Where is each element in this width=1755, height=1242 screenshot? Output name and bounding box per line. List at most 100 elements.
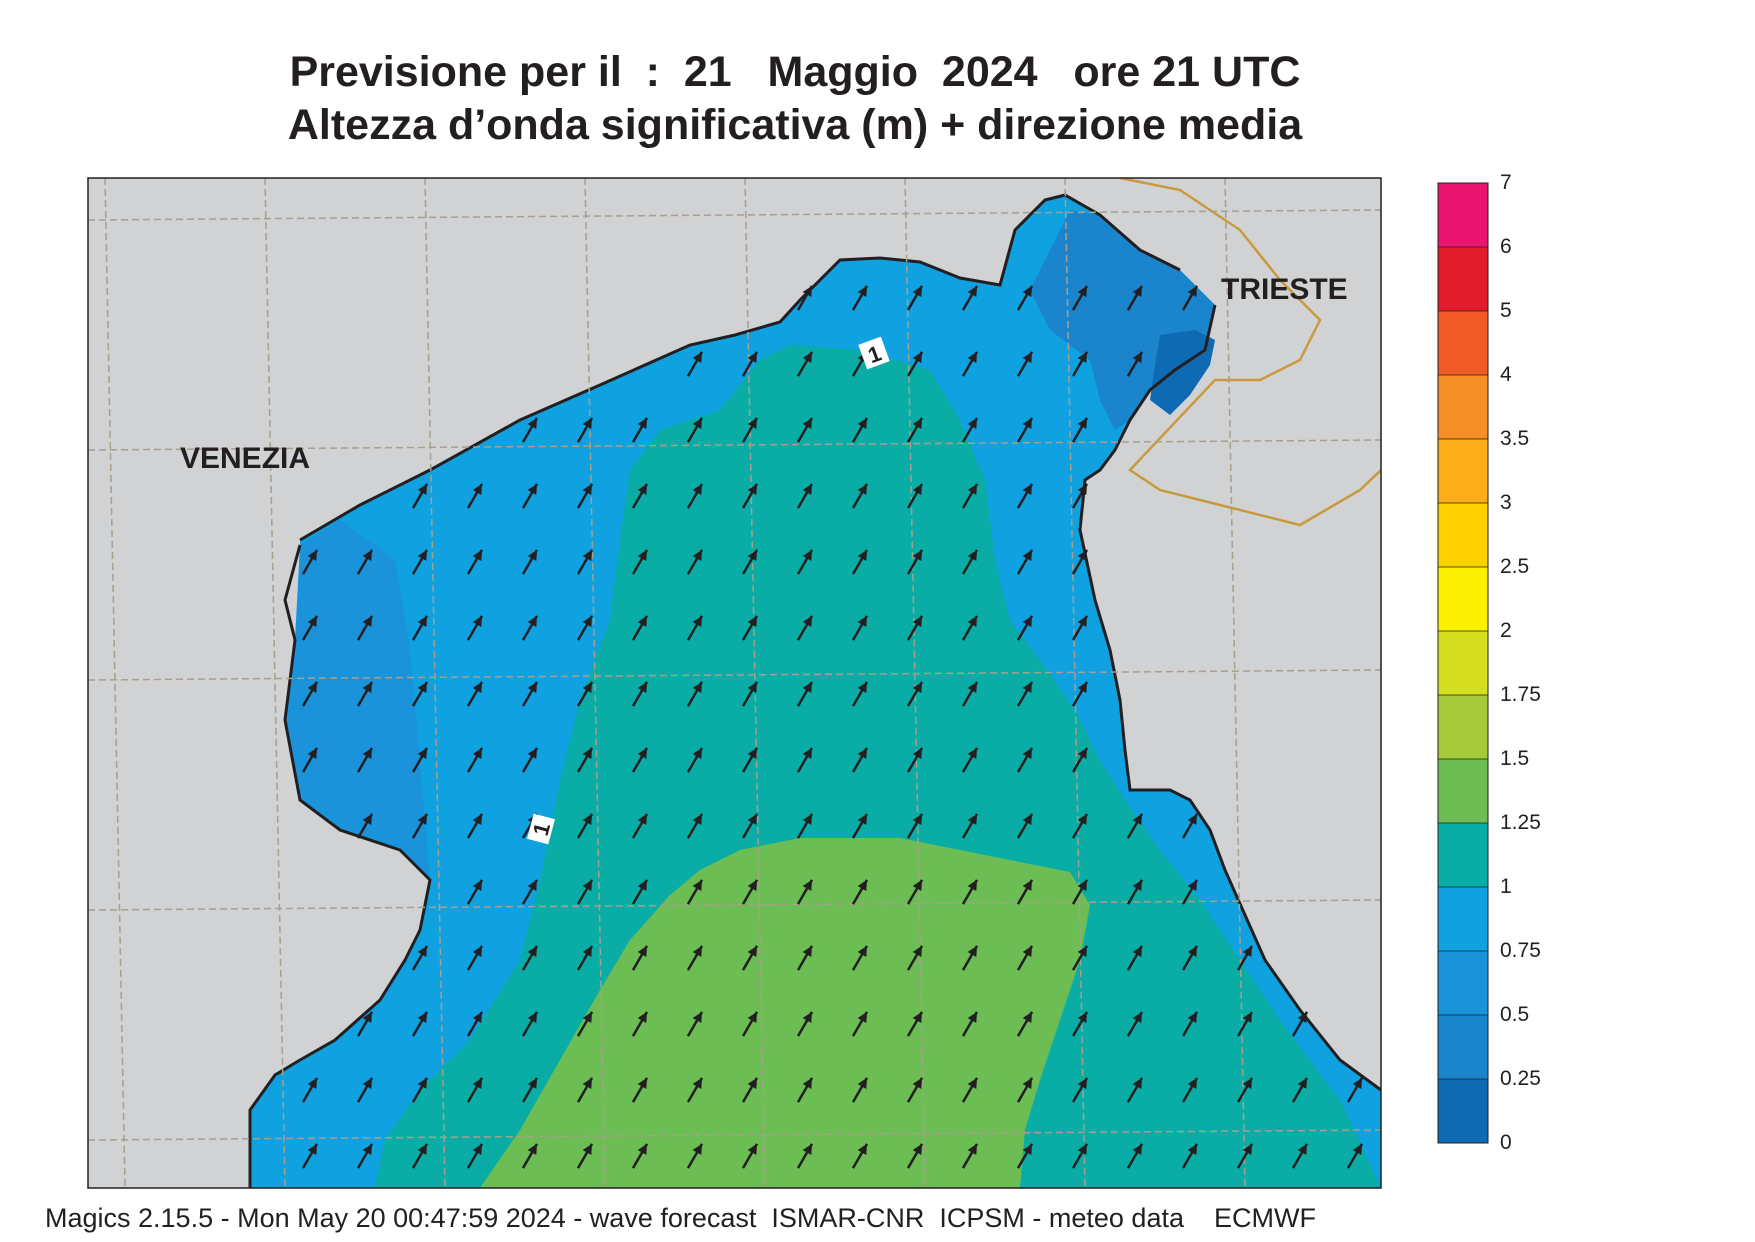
wave-direction-arrow	[851, 879, 869, 905]
colorbar-swatch	[1438, 887, 1488, 952]
wave-direction-arrow	[741, 1143, 759, 1169]
wave-direction-arrow	[1236, 1143, 1254, 1169]
wave-direction-arrow	[961, 285, 979, 311]
wave-direction-arrow	[631, 1011, 649, 1037]
wave-direction-arrow	[796, 879, 814, 905]
grid-meridian	[104, 178, 126, 1188]
wave-direction-arrow	[961, 549, 979, 575]
wave-direction-arrow	[741, 813, 759, 839]
wave-direction-arrow	[1126, 945, 1144, 971]
wave-direction-arrow	[686, 1143, 704, 1169]
footer-credits: Magics 2.15.5 - Mon May 20 00:47:59 2024…	[45, 1203, 1316, 1233]
wave-direction-arrow	[1126, 285, 1144, 311]
grid-meridian	[904, 178, 926, 1188]
wave-direction-arrow	[906, 945, 924, 971]
wave-direction-arrow	[1016, 747, 1034, 773]
colorbar-swatch	[1438, 567, 1488, 632]
wave-direction-arrow	[1126, 1077, 1144, 1103]
wave-direction-arrow	[1126, 351, 1144, 377]
wave-direction-arrow	[356, 549, 374, 575]
grid-parallel	[88, 899, 1381, 911]
wave-direction-arrow	[1016, 1011, 1034, 1037]
wave-direction-arrow	[1236, 945, 1254, 971]
wave-direction-arrow	[741, 1077, 759, 1103]
wave-direction-arrow	[796, 1143, 814, 1169]
wave-direction-arrow	[961, 1077, 979, 1103]
wave-direction-arrow	[851, 681, 869, 707]
wave-direction-arrow	[1126, 1011, 1144, 1037]
wave-direction-arrow	[796, 351, 814, 377]
colorbar-swatch	[1438, 1015, 1488, 1080]
wave-direction-arrow	[1016, 681, 1034, 707]
wave-direction-arrow	[576, 681, 594, 707]
wave-direction-arrow	[686, 549, 704, 575]
national-border	[1119, 178, 1381, 527]
wave-direction-arrow	[1346, 1143, 1364, 1169]
grid-meridian	[584, 178, 606, 1188]
wave-direction-arrow	[1126, 879, 1144, 905]
wave-direction-arrow	[521, 549, 539, 575]
wave-direction-arrow	[741, 483, 759, 509]
wave-direction-arrow	[411, 945, 429, 971]
wave-direction-arrow	[576, 813, 594, 839]
wave-direction-arrow	[961, 681, 979, 707]
wave-direction-arrow	[796, 813, 814, 839]
wave-direction-arrow	[1236, 1011, 1254, 1037]
colorbar-level-label: 5	[1500, 299, 1512, 322]
wave-direction-arrow	[741, 879, 759, 905]
colorbar-level-label: 1	[1500, 875, 1512, 898]
wave-direction-arrow	[1071, 945, 1089, 971]
wave-direction-arrow	[411, 813, 429, 839]
wave-direction-arrow	[1126, 1143, 1144, 1169]
map-frame	[87, 177, 1382, 1189]
wave-direction-arrow	[466, 1011, 484, 1037]
wave-direction-arrow	[466, 1077, 484, 1103]
wave-direction-arrow	[631, 747, 649, 773]
colorbar-swatch	[1438, 1079, 1488, 1144]
contour-label-top: 1	[858, 336, 890, 370]
wave-direction-arrow	[906, 483, 924, 509]
coastline-east	[1078, 304, 1381, 1092]
colorbar-swatch	[1438, 311, 1488, 376]
wave-direction-arrow	[1181, 1077, 1199, 1103]
wave-direction-arrow	[1071, 1011, 1089, 1037]
colorbar-level-label: 2	[1500, 619, 1512, 642]
wave-direction-arrow	[1181, 813, 1199, 839]
wave-direction-arrow	[631, 1077, 649, 1103]
wave-direction-arrow	[906, 615, 924, 641]
wave-direction-arrow	[851, 549, 869, 575]
wave-direction-arrow	[906, 813, 924, 839]
wave-direction-arrow	[1291, 1011, 1309, 1037]
colorbar	[1437, 182, 1489, 1144]
wave-direction-arrow	[356, 1143, 374, 1169]
wave-direction-arrow	[961, 483, 979, 509]
wave-direction-arrow	[576, 879, 594, 905]
wave-direction-arrow	[631, 945, 649, 971]
wave-direction-arrow	[961, 813, 979, 839]
wave-direction-arrow	[1071, 1077, 1089, 1103]
wave-direction-arrow	[686, 1011, 704, 1037]
wave-direction-arrow	[301, 681, 319, 707]
wave-direction-arrow	[1071, 813, 1089, 839]
wave-direction-arrow	[411, 1143, 429, 1169]
title-line-2: Altezza d’onda significativa (m) + direz…	[287, 101, 1303, 149]
wave-direction-arrow	[741, 615, 759, 641]
colorbar-level-label: 2.5	[1500, 555, 1530, 578]
wave-direction-arrow	[1016, 483, 1034, 509]
wave-direction-arrow	[686, 747, 704, 773]
wave-direction-arrow	[1181, 1143, 1199, 1169]
wave-direction-arrow	[1346, 1077, 1364, 1103]
colorbar-level-label: 1.25	[1500, 811, 1541, 834]
wave-direction-arrow	[686, 615, 704, 641]
wave-direction-arrow	[961, 351, 979, 377]
wave-direction-arrow	[1016, 945, 1034, 971]
wave-direction-arrow	[796, 615, 814, 641]
wave-direction-arrow	[576, 1143, 594, 1169]
wave-direction-arrow	[906, 285, 924, 311]
wave-direction-arrow	[356, 813, 374, 839]
grid-meridian	[1224, 178, 1246, 1188]
wave-direction-arrow	[521, 879, 539, 905]
wave-direction-arrow	[466, 813, 484, 839]
wave-direction-arrow	[411, 1077, 429, 1103]
